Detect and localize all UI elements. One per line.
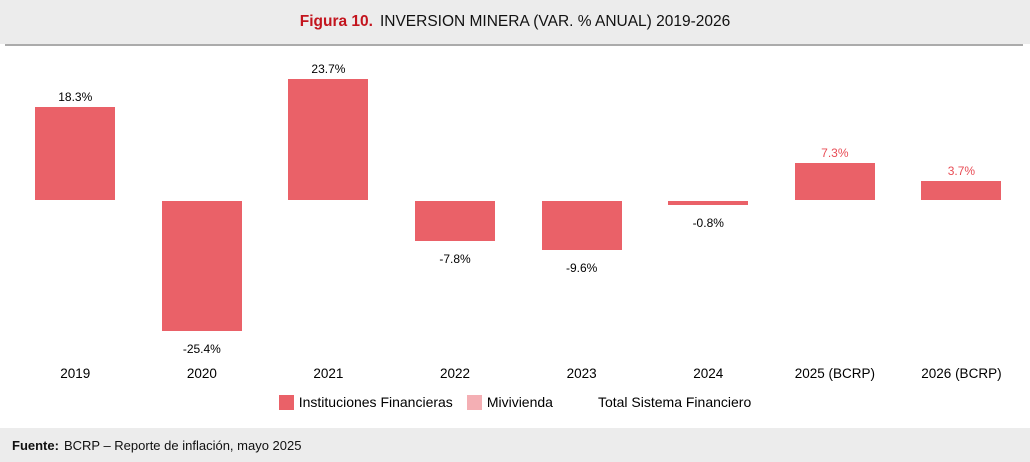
bar-value-label: 23.7% xyxy=(311,62,346,77)
chart-legend: Instituciones Financieras Mivivienda Total… xyxy=(0,391,1030,413)
legend-label: Mivivienda xyxy=(486,394,553,410)
bar-2019 xyxy=(35,106,116,200)
source-bar: Fuente: BCRP – Reporte de inflación, may… xyxy=(0,428,1030,462)
figure-title: INVERSION MINERA (VAR. % ANUAL) 2019-202… xyxy=(379,13,731,30)
legend-swatch xyxy=(466,394,482,410)
bar-value-label: -25.4% xyxy=(182,341,221,356)
x-tick-label: 2019 xyxy=(60,366,91,381)
figure-number: Figura 10. xyxy=(299,13,373,30)
legend-item: Instituciones Financieras xyxy=(278,394,453,410)
bar-value-label: 3.7% xyxy=(947,164,976,179)
bar-2021 xyxy=(288,79,369,200)
x-tick-label: 2025 (BCRP) xyxy=(794,366,875,381)
x-tick-label: 2024 xyxy=(693,366,724,381)
bar-2022 xyxy=(415,201,496,241)
x-tick-label: 2023 xyxy=(566,366,597,381)
legend-item: Mivivienda xyxy=(466,394,553,410)
bar-value-label: -0.8% xyxy=(692,216,724,231)
zero-axis-line xyxy=(5,44,1023,46)
bar-value-label: -7.8% xyxy=(439,251,471,266)
x-tick-label: 2020 xyxy=(186,366,217,381)
legend-label: Instituciones Financieras xyxy=(298,394,453,410)
figure-title-bar: Figura 10. INVERSION MINERA (VAR. % ANUA… xyxy=(0,0,1030,44)
bar-2025 xyxy=(794,162,875,200)
x-tick-label: 2022 xyxy=(440,366,471,381)
legend-swatch xyxy=(278,394,294,410)
bar-value-label: 7.3% xyxy=(821,145,849,160)
bar-value-label: 18.3% xyxy=(58,89,93,104)
x-tick-label: 2021 xyxy=(313,366,344,381)
bar-2023 xyxy=(541,201,622,250)
x-tick-label: 2026 (BCRP) xyxy=(921,366,1002,381)
bar-value-label: -9.6% xyxy=(565,260,598,275)
legend-item: Total Sistema Financiero xyxy=(598,394,751,410)
legend-label: Total Sistema Financiero xyxy=(597,394,752,410)
bar-2020 xyxy=(161,201,242,331)
bar-2024 xyxy=(668,201,749,206)
source-text: BCRP – Reporte de inflación, mayo 2025 xyxy=(63,437,302,453)
bar-2026 xyxy=(921,181,1002,200)
bar-chart: 18.3% 2019 -25.4% 2020 23.7% 2021 -7.8% 2022 -9.… xyxy=(0,44,1030,434)
source-label: Fuente: xyxy=(12,437,59,453)
